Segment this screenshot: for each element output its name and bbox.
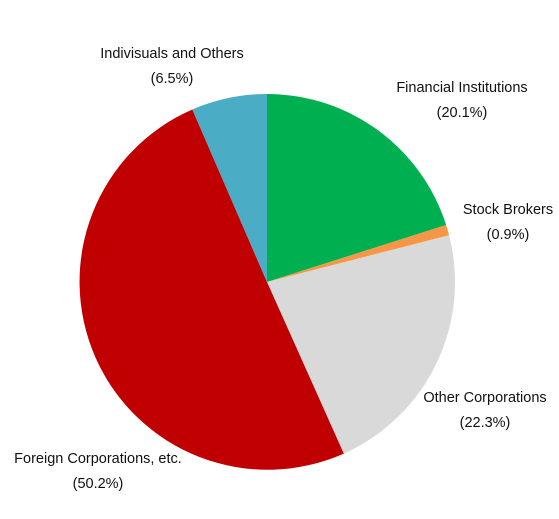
pie-slice-foreign-corporations-etc [79, 109, 344, 470]
slice-percent-financial-institutions: (20.1%) [437, 105, 488, 121]
slice-percent-other-corporations: (22.3%) [460, 415, 511, 431]
slice-label-other-corporations: Other Corporations [423, 390, 546, 406]
slice-percent-indivisuals-and-others: (6.5%) [151, 71, 194, 87]
slice-percent-stock-brokers: (0.9%) [487, 227, 530, 243]
slice-label-foreign-corporations-etc: Foreign Corporations, etc. [14, 451, 182, 467]
slice-label-indivisuals-and-others: Indivisuals and Others [100, 46, 243, 62]
pie-slices [79, 94, 455, 470]
slice-label-financial-institutions: Financial Institutions [396, 80, 527, 96]
slice-label-stock-brokers: Stock Brokers [463, 202, 553, 218]
pie-slice-financial-institutions [267, 94, 447, 282]
pie-slice-stock-brokers [267, 225, 450, 282]
slice-percent-foreign-corporations-etc: (50.2%) [73, 476, 124, 492]
pie-slice-indivisuals-and-others [192, 94, 267, 282]
pie-labels: Financial Institutions (20.1%) Stock Broke… [14, 46, 553, 492]
pie-slice-other-corporations [267, 235, 455, 454]
